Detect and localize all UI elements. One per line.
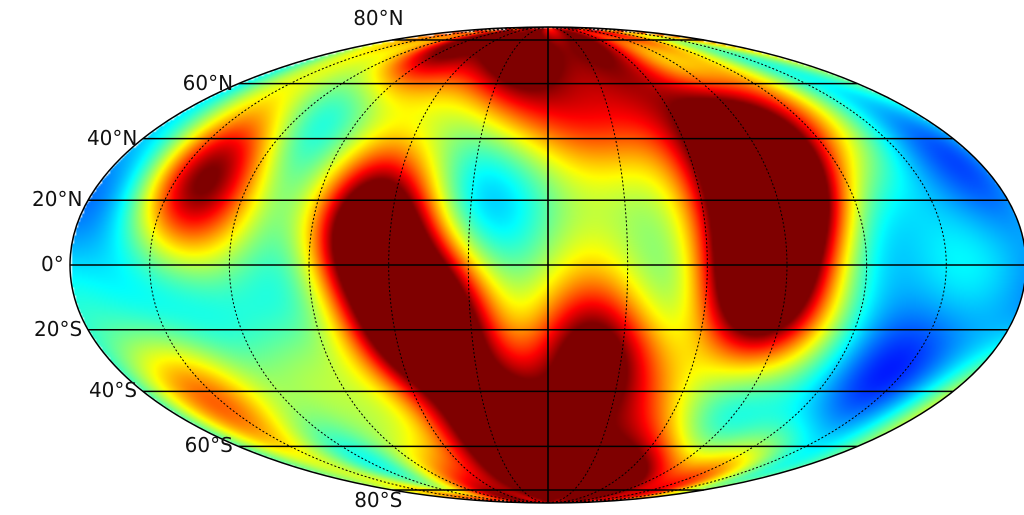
latitude-label: 20°N xyxy=(32,187,83,212)
latitude-label: 80°N xyxy=(353,6,404,30)
meridian-line xyxy=(308,26,549,504)
latitude-label: 40°S xyxy=(88,378,138,403)
graticule xyxy=(70,26,1024,504)
meridian-line xyxy=(547,26,629,504)
map-border xyxy=(69,26,1024,504)
meridian-line xyxy=(388,26,549,504)
latitude-label: 0° xyxy=(41,252,64,276)
meridian-line xyxy=(228,26,549,504)
meridian-line xyxy=(547,26,868,504)
meridian-line xyxy=(467,26,549,504)
latitude-label: 40°N xyxy=(86,125,138,150)
latitude-label: 60°N xyxy=(182,70,234,95)
meridian-line xyxy=(547,26,947,504)
latitude-label: 80°S xyxy=(354,488,403,512)
meridian-line xyxy=(547,26,788,504)
meridian-line xyxy=(547,26,708,504)
meridian-line xyxy=(149,26,549,504)
latitude-label: 60°S xyxy=(184,433,233,458)
latitude-label: 20°S xyxy=(34,316,83,341)
